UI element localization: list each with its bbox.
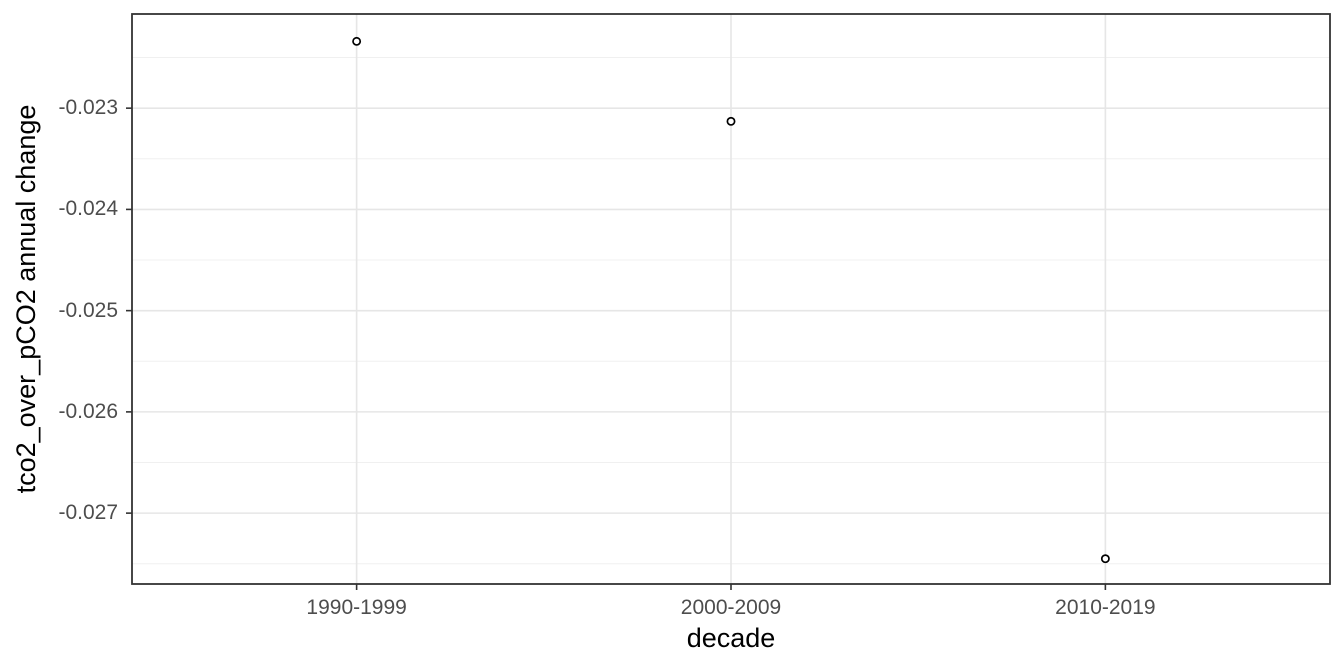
- x-axis-tick-label: 2000-2009: [680, 596, 782, 619]
- data-point: [726, 116, 736, 126]
- y-axis-tick-label: -0.023: [58, 96, 118, 120]
- data-point: [1100, 554, 1110, 564]
- x-axis-tick-label: 2010-2019: [1055, 596, 1156, 619]
- y-axis-tick-label: -0.027: [58, 501, 118, 525]
- y-axis-title: tco2_over_pCO2 annual change: [11, 104, 41, 494]
- data-point: [352, 36, 362, 46]
- y-axis-tick-label: -0.026: [58, 399, 118, 423]
- y-axis-tick-label: -0.025: [58, 298, 118, 322]
- x-axis-tick-label: 1990-1999: [306, 596, 407, 619]
- x-axis-title: decade: [686, 623, 776, 653]
- y-axis-tick-label: -0.024: [58, 197, 118, 221]
